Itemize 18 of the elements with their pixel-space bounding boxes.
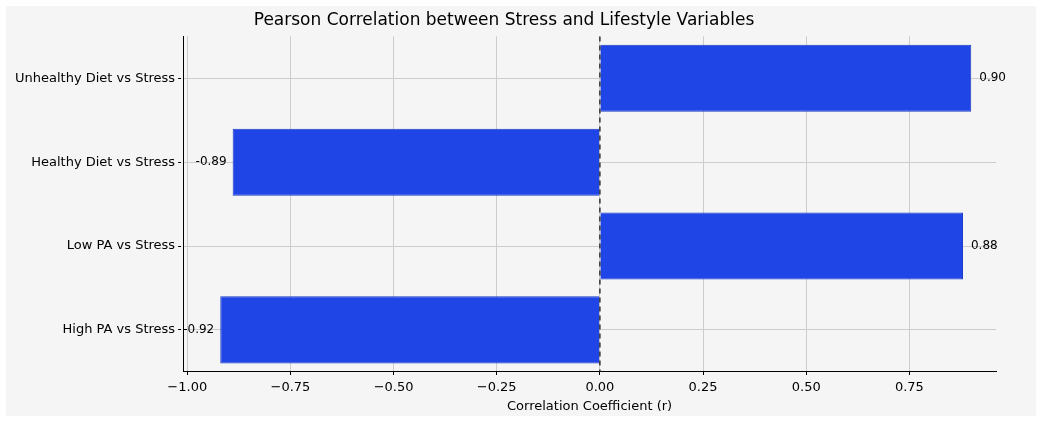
x-tick-label: 0.00 [585,378,615,394]
data-label: -0.89 [195,154,227,169]
x-tick-label: −0.50 [373,378,414,394]
y-tick-label: High PA vs Stress [62,321,176,337]
x-tick-label: 0.25 [688,378,718,394]
chart-title: Pearson Correlation between Stress and Lifestyle Variables [253,8,755,29]
y-tick-label: Unhealthy Diet vs Stress [14,69,176,85]
y-tick-label: Low PA vs Stress [66,237,176,253]
x-tick-label: −0.75 [270,378,311,394]
x-tick-label: −0.25 [476,378,517,394]
x-tick-label: 0.50 [791,378,821,394]
data-label: 0.90 [979,70,1006,85]
x-tick-label: −1.00 [167,378,208,394]
data-label: 0.88 [970,238,998,253]
data-label: -0.92 [183,322,215,336]
x-tick-label: 0.75 [894,378,924,394]
x-axis-title: Correlation Coefficient (r) [507,397,673,413]
y-tick-label: Healthy Diet vs Stress [31,153,176,169]
